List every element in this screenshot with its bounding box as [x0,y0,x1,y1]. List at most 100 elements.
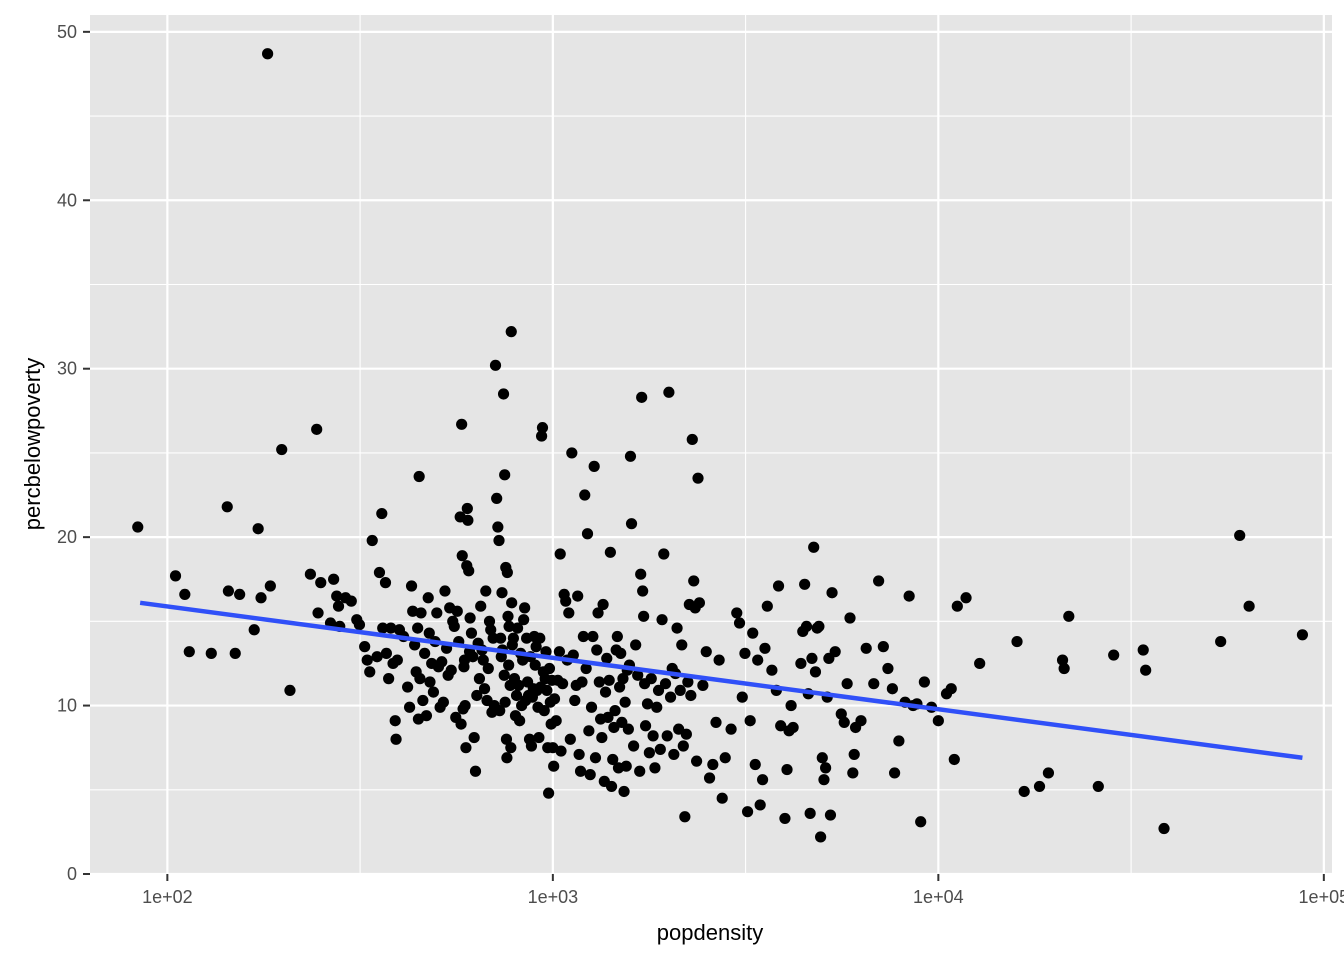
data-point [403,701,416,713]
data-point [514,715,526,727]
data-point [437,696,449,708]
data-point [436,656,448,668]
data-point [414,673,426,685]
data-point [385,622,397,634]
data-point [576,676,588,688]
data-point [541,684,553,697]
data-point [649,762,661,774]
data-point [619,696,631,708]
data-point [424,676,436,688]
data-point [567,649,579,661]
data-point [409,639,421,651]
data-point [656,614,668,626]
data-point [1042,767,1055,779]
data-point [548,693,561,705]
data-point [951,600,963,612]
data-point [1108,649,1120,661]
y-tick-label: 50 [57,22,77,42]
data-point [548,760,560,772]
data-point [345,595,357,607]
data-point [838,716,850,729]
data-point [420,710,433,722]
data-point [132,521,144,533]
data-point [725,723,737,735]
data-point [668,748,680,761]
data-point [804,807,816,819]
data-point [608,721,620,734]
data-point [877,641,889,653]
data-point [498,669,510,681]
data-point [1140,664,1152,676]
data-point [663,386,675,398]
data-point [677,740,689,752]
data-point [835,708,847,720]
data-point [713,654,725,666]
data-point [873,575,885,587]
data-point [960,592,972,604]
data-point [407,605,419,617]
x-tick-label: 1e+05 [1299,887,1344,907]
data-point [461,502,473,515]
data-point [676,639,688,651]
data-point [795,657,807,670]
data-point [654,743,666,755]
data-point [459,699,471,712]
x-tick-label: 1e+03 [528,887,579,907]
data-point [456,550,468,562]
data-point [618,785,630,798]
data-point [415,607,427,619]
data-point [463,565,475,577]
data-point [915,816,927,828]
data-point [700,646,712,658]
data-point [234,588,246,601]
data-point [445,664,457,676]
data-point [550,715,562,727]
data-point [719,752,731,764]
data-point [628,740,640,752]
data-point [826,587,838,599]
data-point [948,753,960,766]
data-point [467,651,479,663]
data-point [607,753,619,766]
data-point [693,597,706,609]
data-point [674,684,686,697]
data-point [555,745,567,757]
data-point [492,521,504,533]
data-point [505,742,517,754]
data-point [630,639,642,651]
plot-panel [90,15,1332,874]
data-point [222,585,235,597]
data-point [617,673,629,685]
data-point [533,731,545,744]
data-point [759,642,771,654]
data-point [519,602,531,614]
data-point [741,806,754,818]
data-point [391,654,403,666]
data-point [494,705,506,717]
data-point [510,689,523,702]
data-point [707,758,719,771]
data-point [816,752,828,764]
data-point [620,760,632,772]
data-point [893,735,905,747]
data-point [781,763,793,776]
y-axis: 0 10 20 30 40 50 [57,22,90,884]
data-point [554,548,566,560]
data-point [264,580,276,592]
data-point [462,514,474,526]
y-tick-label: 30 [57,359,77,379]
data-point [383,673,395,685]
data-point [390,733,402,745]
data-point [584,769,596,781]
data-point [448,620,460,633]
data-point [502,610,514,622]
data-point [566,447,578,459]
data-point [597,598,609,611]
data-point [685,689,697,702]
data-point [376,507,388,520]
data-point [252,523,264,535]
data-point [736,691,748,703]
data-point [332,600,345,612]
data-point [645,673,657,685]
data-point [389,715,401,727]
